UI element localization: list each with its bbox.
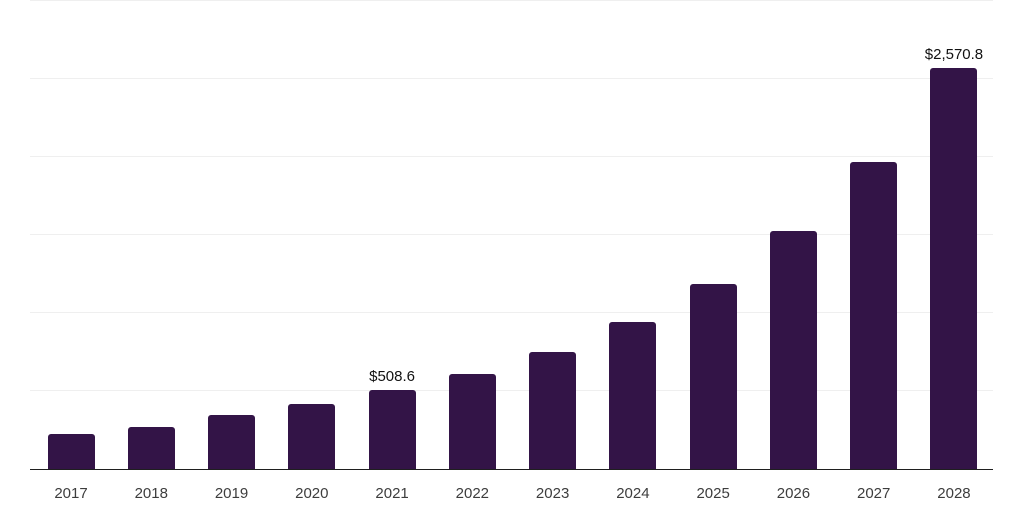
bar-2027 [850,161,898,469]
bar-value-label-2021: $508.6 [369,367,416,385]
bar-2020 [288,404,336,469]
x-tick-label-2028: 2028 [937,485,971,502]
x-tick-label-2027: 2027 [857,485,891,502]
x-tick-label-2019: 2019 [214,485,249,502]
bar-2023 [529,352,577,469]
x-tick-label-2020: 2020 [295,485,329,502]
bar-2017 [47,434,95,469]
bar-2024 [609,322,657,469]
gridline [30,156,993,157]
bar-2019 [208,415,256,469]
bar-2018 [127,426,175,469]
x-tick-label-2026: 2026 [776,485,811,502]
x-tick-label-2025: 2025 [696,485,730,502]
x-tick-label-2022: 2022 [455,485,490,502]
x-tick-label-2018: 2018 [134,485,168,502]
plot-area: $508.6 $2,570.8 [30,0,993,470]
bar-2026 [769,230,817,469]
x-tick-label-2021: 2021 [375,485,409,502]
gridline [30,0,993,1]
x-axis-line [30,468,993,470]
bar-2028 [930,67,978,469]
bar-2022 [448,373,496,469]
bar-value-label-2028: $2,570.8 [924,45,984,63]
x-tick-label-2017: 2017 [54,485,88,502]
gridline [30,312,993,313]
gridline [30,390,993,391]
gridline [30,78,993,79]
bar-2021 [368,389,416,469]
bar-2025 [689,283,737,469]
x-tick-label-2024: 2024 [616,485,650,502]
x-tick-label-2023: 2023 [535,485,570,502]
gridline [30,234,993,235]
